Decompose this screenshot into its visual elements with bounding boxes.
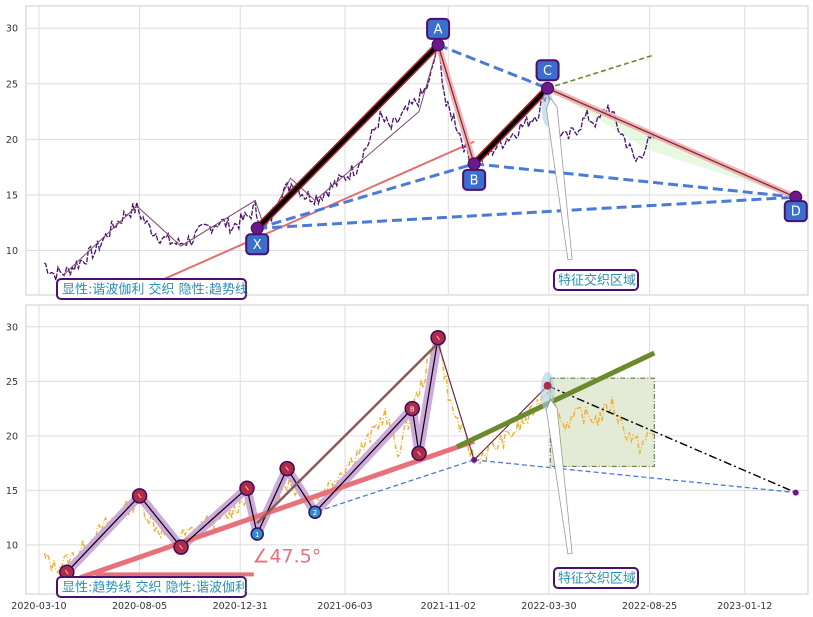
bottom-annotation-box: [56, 576, 247, 598]
bottom-swing-marker: [308, 505, 322, 519]
bottom-swing-marker-label: B: [410, 406, 415, 414]
top-dashed-leg-2: [437, 43, 549, 90]
bottom-swing-marker: [404, 400, 420, 417]
top-annotation-box: [56, 278, 247, 300]
bottom-y-tick-label: 10: [6, 540, 18, 551]
top-point-label-c: C: [543, 64, 552, 79]
bottom-angle-label: ∠47.5°: [252, 545, 321, 567]
x-tick-label: 2023-01-12: [717, 601, 772, 612]
top-point-marker-a: [431, 38, 445, 52]
bottom-annotation: 显性:趋势线 交织 隐性:谐波伽利: [62, 580, 248, 596]
top-y-tick-label: 10: [6, 246, 18, 257]
top-zone-label-box: [553, 269, 639, 291]
top-zone-pointer: [545, 97, 573, 261]
top-y-tick-label: 20: [6, 135, 18, 146]
bottom-plot-layer: 1 2 B: [43, 329, 799, 581]
x-tick-label: 2022-03-30: [521, 601, 576, 612]
bottom-swing-marker-glyph: [137, 493, 142, 499]
top-point-marker-b: [467, 157, 481, 171]
top-point-label-d-box: [783, 200, 808, 223]
top-point-marker-x: [250, 221, 264, 235]
bottom-swing-marker-glyph: [436, 335, 440, 341]
bottom-c-marker: [543, 381, 552, 390]
bottom-swing-marker-label: 2: [313, 509, 317, 517]
top-point-label-a-box: [426, 17, 451, 40]
top-trend-line: [152, 140, 475, 285]
top-thin-leg-1: [547, 87, 797, 198]
top-point-label-x-box: [245, 233, 270, 256]
x-tick-label: 2020-03-10: [11, 601, 66, 612]
top-point-label-b-box: [462, 168, 487, 191]
bottom-y-tick-label: 20: [6, 431, 18, 442]
top-dashed-leg-0: [256, 162, 475, 230]
bottom-y-tick-label: 25: [6, 377, 18, 388]
bottom-dashed-bd: [474, 459, 796, 494]
bottom-swing-marker-label: 1: [255, 531, 259, 539]
top-point-label-x: X: [253, 238, 262, 253]
top-projection-line: [547, 54, 655, 90]
bottom-zone-box: [549, 377, 655, 467]
x-tick-label: 2021-11-02: [421, 601, 476, 612]
top-thin-leg-0: [437, 44, 475, 165]
bottom-green-trend: [456, 350, 656, 450]
bottom-y-tick-label: 15: [6, 486, 18, 497]
top-y-tick-label: 30: [6, 24, 18, 35]
top-main-leg-1: [472, 86, 549, 166]
bottom-swing-marker: [250, 527, 264, 541]
top-plot-layer: [43, 38, 803, 285]
bottom-brown-leg: [256, 342, 439, 524]
bottom-zone-label-box: [553, 567, 639, 589]
top-point-marker-c: [541, 81, 555, 95]
bottom-zone-pointer: [545, 398, 573, 555]
top-main-leg-0: [255, 43, 440, 230]
bottom-dashdot-cd: [547, 385, 797, 494]
bottom-trend-line: [79, 438, 475, 581]
bottom-b-marker: [471, 456, 478, 463]
bottom-swing-marker-glyph: [64, 569, 69, 575]
x-tick-label: 2020-12-31: [213, 601, 268, 612]
bottom-zone-label: 特征交织区域: [558, 571, 636, 587]
bottom-dashed-b2: [314, 459, 475, 513]
bottom-swing-marker-glyph: [245, 485, 249, 491]
top-zone-label: 特征交织区域: [558, 273, 636, 289]
bottom-swing-line: [66, 337, 439, 573]
bottom-y-tick-label: 30: [6, 322, 18, 333]
top-dashed-leg-3: [473, 162, 796, 199]
top-y-tick-label: 15: [6, 190, 18, 201]
bottom-swing-marker-glyph: [285, 466, 290, 471]
top-point-label-a: A: [434, 22, 443, 37]
bottom-swing-marker-glyph: [179, 544, 183, 550]
bottom-d-marker: [792, 489, 799, 496]
top-point-label-b: B: [470, 173, 479, 188]
bottom-price-line: [43, 340, 655, 575]
x-axis: 2020-03-10 2020-08-05 2020-12-31 2021-06-03…: [11, 601, 772, 612]
top-annotation: 显性:谐波伽利 交织 隐性:趋势线: [62, 282, 248, 298]
bottom-swing-marker-glyph: [417, 451, 421, 456]
top-y-tick-label: 25: [6, 79, 18, 90]
x-tick-label: 2022-08-25: [622, 601, 677, 612]
x-tick-label: 2021-06-03: [317, 601, 372, 612]
top-point-label-c-box: [535, 59, 560, 82]
top-point-label-d: D: [791, 205, 801, 220]
x-tick-label: 2020-08-05: [112, 601, 167, 612]
